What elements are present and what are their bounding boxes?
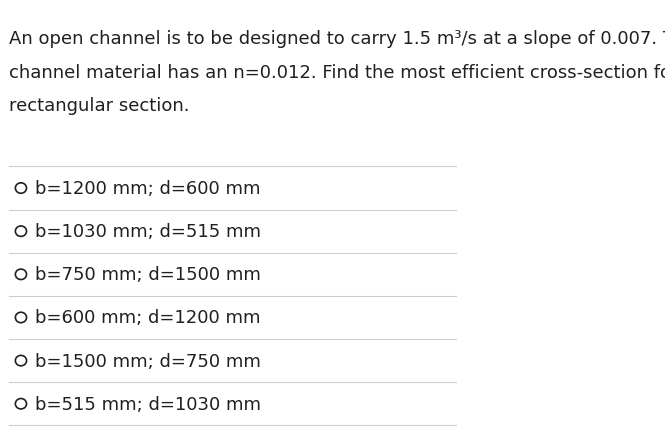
Text: b=1030 mm; d=515 mm: b=1030 mm; d=515 mm bbox=[35, 223, 261, 240]
Text: channel material has an n=0.012. Find the most efficient cross-section for the: channel material has an n=0.012. Find th… bbox=[9, 63, 665, 81]
Text: b=1200 mm; d=600 mm: b=1200 mm; d=600 mm bbox=[35, 180, 261, 197]
Text: b=600 mm; d=1200 mm: b=600 mm; d=1200 mm bbox=[35, 309, 261, 327]
Text: b=1500 mm; d=750 mm: b=1500 mm; d=750 mm bbox=[35, 352, 261, 370]
Text: b=750 mm; d=1500 mm: b=750 mm; d=1500 mm bbox=[35, 266, 261, 284]
Text: b=515 mm; d=1030 mm: b=515 mm; d=1030 mm bbox=[35, 395, 261, 413]
Text: rectangular section.: rectangular section. bbox=[9, 96, 190, 114]
Text: An open channel is to be designed to carry 1.5 m³/s at a slope of 0.007. The: An open channel is to be designed to car… bbox=[9, 30, 665, 48]
